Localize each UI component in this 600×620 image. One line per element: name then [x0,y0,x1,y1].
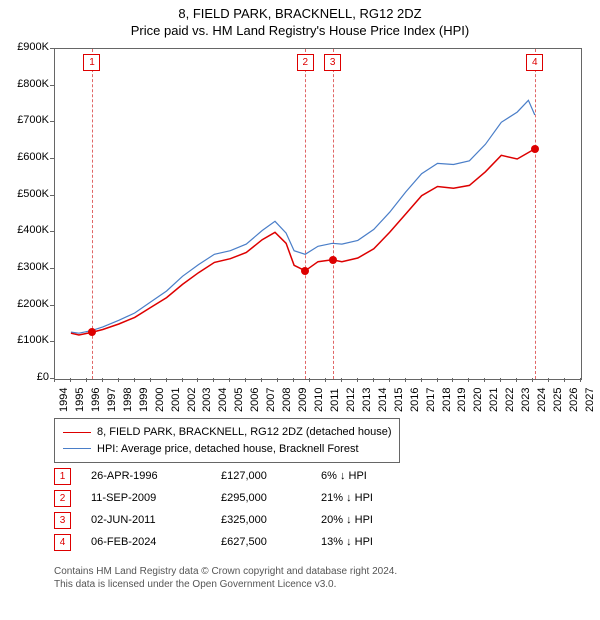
chart-container: 8, FIELD PARK, BRACKNELL, RG12 2DZ Price… [0,0,600,620]
y-tick-label: £100K [4,334,49,346]
y-tick-label: £900K [4,41,49,53]
x-tick-label: 2011 [329,388,341,412]
x-tick-label: 1994 [58,388,70,412]
sale-dot [329,256,337,264]
x-tick-label: 2003 [201,388,213,412]
sales-table: 126-APR-1996£127,0006% ↓ HPI211-SEP-2009… [54,465,411,553]
x-tick-label: 1997 [106,388,118,412]
x-tick-label: 2019 [456,388,468,412]
sale-marker: 3 [324,54,341,71]
x-tick-label: 2008 [281,388,293,412]
sale-marker: 1 [83,54,100,71]
sale-dot [88,328,96,336]
sale-dot [301,267,309,275]
sale-date: 11-SEP-2009 [71,492,221,504]
x-tick-label: 2007 [265,388,277,412]
table-row: 406-FEB-2024£627,50013% ↓ HPI [54,531,411,553]
y-tick-label: £800K [4,78,49,90]
x-tick-label: 2020 [472,388,484,412]
legend-row-property: 8, FIELD PARK, BRACKNELL, RG12 2DZ (deta… [63,424,391,441]
legend: 8, FIELD PARK, BRACKNELL, RG12 2DZ (deta… [54,418,400,463]
x-tick-label: 2012 [345,388,357,412]
sale-date: 06-FEB-2024 [71,536,221,548]
sale-date: 26-APR-1996 [71,470,221,482]
series-hpi [71,100,535,333]
copyright-line2: This data is licensed under the Open Gov… [54,578,397,591]
y-tick-label: £700K [4,114,49,126]
sale-price: £627,500 [221,536,321,548]
legend-label-property: 8, FIELD PARK, BRACKNELL, RG12 2DZ (deta… [97,424,391,441]
y-tick-label: £200K [4,298,49,310]
x-tick-label: 1999 [138,388,150,412]
x-tick-label: 2024 [536,388,548,412]
x-tick-label: 2004 [217,388,229,412]
y-tick-label: £500K [4,188,49,200]
title-address: 8, FIELD PARK, BRACKNELL, RG12 2DZ [0,6,600,23]
x-tick-label: 2018 [441,388,453,412]
x-tick-label: 2025 [552,388,564,412]
x-tick-label: 2017 [425,388,437,412]
legend-label-hpi: HPI: Average price, detached house, Brac… [97,441,359,458]
sale-price: £295,000 [221,492,321,504]
sale-marker: 2 [297,54,314,71]
y-tick-label: £0 [4,371,49,383]
x-tick-label: 2009 [297,388,309,412]
x-tick-label: 2023 [520,388,532,412]
sale-marker: 4 [526,54,543,71]
table-row: 211-SEP-2009£295,00021% ↓ HPI [54,487,411,509]
x-tick-label: 2027 [584,388,596,412]
copyright-line1: Contains HM Land Registry data © Crown c… [54,565,397,578]
x-tick-label: 2000 [154,388,166,412]
copyright-notice: Contains HM Land Registry data © Crown c… [54,565,397,591]
sale-marker: 1 [54,468,71,485]
x-tick-label: 2010 [313,388,325,412]
legend-swatch-property [63,432,91,433]
sale-date: 02-JUN-2011 [71,514,221,526]
x-tick-label: 2022 [504,388,516,412]
line-series-svg [55,49,581,379]
sale-pct: 13% ↓ HPI [321,536,411,548]
x-tick-label: 2005 [233,388,245,412]
sale-marker: 3 [54,512,71,529]
sale-pct: 6% ↓ HPI [321,470,411,482]
series-property [71,149,535,335]
sale-dot [531,145,539,153]
sale-marker: 2 [54,490,71,507]
legend-swatch-hpi [63,448,91,449]
x-tick-label: 1998 [122,388,134,412]
table-row: 126-APR-1996£127,0006% ↓ HPI [54,465,411,487]
x-tick-label: 1995 [74,388,86,412]
sale-pct: 21% ↓ HPI [321,492,411,504]
x-tick-label: 2006 [249,388,261,412]
x-tick-label: 2014 [377,388,389,412]
x-tick-label: 2016 [409,388,421,412]
x-tick-label: 2001 [170,388,182,412]
sale-pct: 20% ↓ HPI [321,514,411,526]
chart-plot-area [54,48,582,380]
x-tick-label: 2015 [393,388,405,412]
sale-marker: 4 [54,534,71,551]
x-tick-label: 2013 [361,388,373,412]
y-tick-label: £400K [4,224,49,236]
title-block: 8, FIELD PARK, BRACKNELL, RG12 2DZ Price… [0,0,600,40]
sale-price: £127,000 [221,470,321,482]
x-tick-label: 2026 [568,388,580,412]
y-tick-label: £600K [4,151,49,163]
sale-price: £325,000 [221,514,321,526]
x-tick-label: 2002 [186,388,198,412]
x-tick-label: 2021 [488,388,500,412]
legend-row-hpi: HPI: Average price, detached house, Brac… [63,441,391,458]
x-tick-label: 1996 [90,388,102,412]
title-subtitle: Price paid vs. HM Land Registry's House … [0,23,600,40]
y-tick-label: £300K [4,261,49,273]
table-row: 302-JUN-2011£325,00020% ↓ HPI [54,509,411,531]
